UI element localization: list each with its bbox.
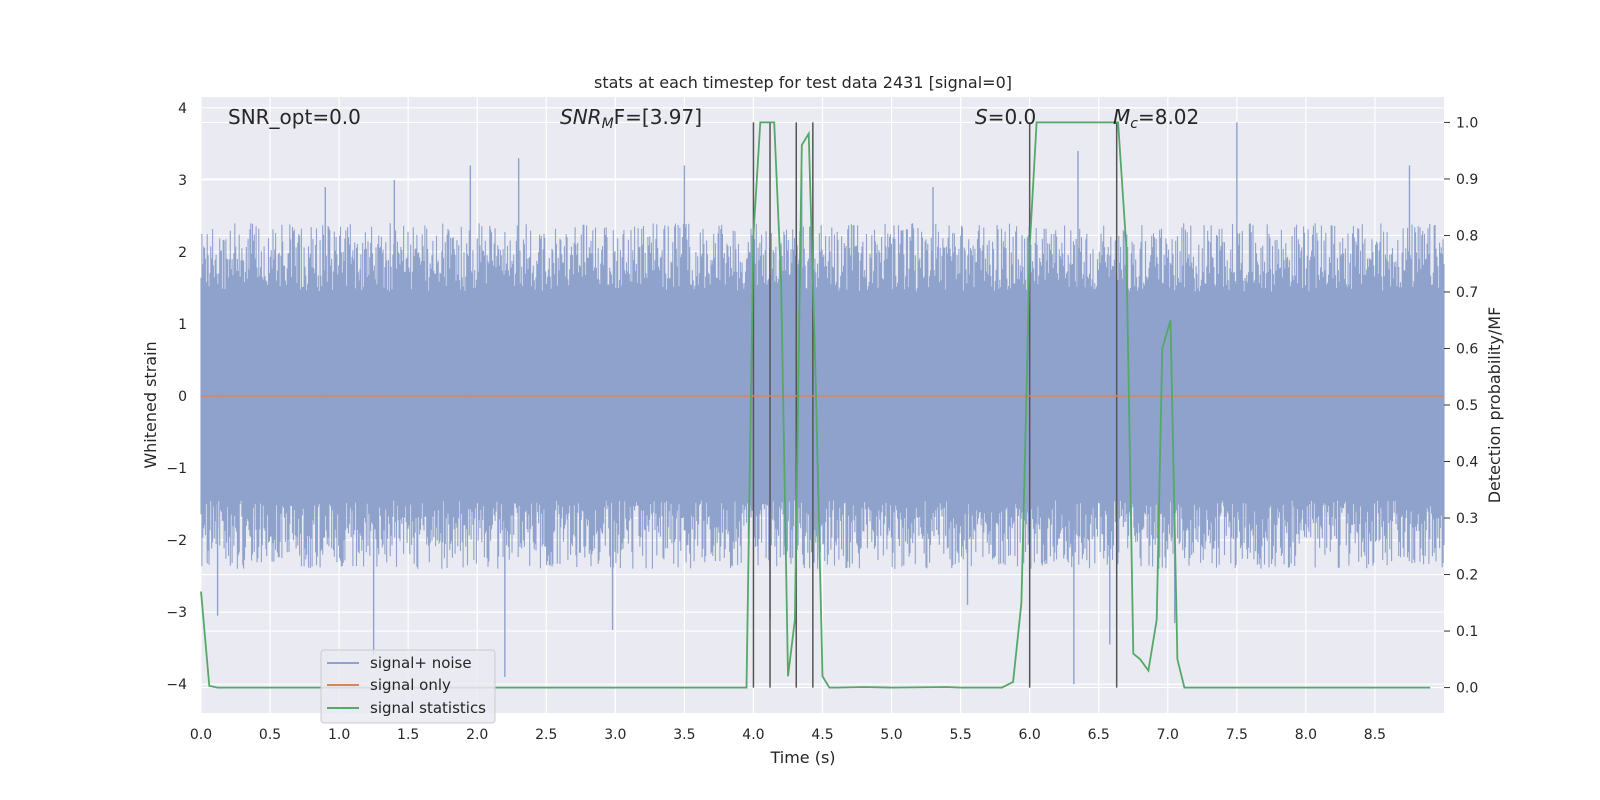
x-tick-label: 6.0 <box>1019 727 1041 743</box>
annotations: SNR_opt=0.0 SNRMF=[3.97] S=0.0 Mc=8.02 <box>228 105 1199 132</box>
x-tick-label: 4.0 <box>742 727 764 743</box>
y2-tick-label: 0.9 <box>1456 172 1478 188</box>
x-tick-label: 6.5 <box>1088 727 1110 743</box>
vertical-markers <box>752 122 1118 688</box>
y-tick-label: −3 <box>166 605 187 621</box>
y2-tick-label: 0.1 <box>1456 624 1478 640</box>
y2-tick-label: 0.6 <box>1456 341 1478 357</box>
x-tick-label: 3.5 <box>673 727 695 743</box>
x-tick-label: 5.0 <box>880 727 902 743</box>
y2-tick-label: 0.3 <box>1456 511 1478 527</box>
chart-title: stats at each timestep for test data 243… <box>594 73 1012 92</box>
y2-tick-label: 0.0 <box>1456 681 1478 697</box>
x-axis-label: Time (s) <box>769 748 835 767</box>
x-axis-ticks: 0.0 0.5 1.0 1.5 2.0 2.5 3.0 3.5 4.0 4.5 5.0 5.5 6.0 6… <box>190 727 1386 743</box>
x-tick-label: 0.0 <box>190 727 212 743</box>
series-signal-statistics <box>200 121 1431 689</box>
y2-tick-label: 0.8 <box>1456 228 1478 244</box>
y2-tick-label: 0.4 <box>1456 455 1478 471</box>
annotation-s: S=0.0 <box>975 105 1036 129</box>
y2-axis-label: Detection probability/MF <box>1485 307 1504 504</box>
y-tick-label: 0 <box>178 389 187 405</box>
y2-axis-ticks: 0.0 0.1 0.2 0.3 0.4 0.5 0.6 0.7 0.8 0.9 1.0 <box>1444 115 1478 697</box>
x-tick-label: 1.5 <box>397 727 419 743</box>
signal-statistics-line <box>200 121 1431 689</box>
y-axis-ticks: −4 −3 −2 −1 0 1 2 3 4 <box>166 101 187 693</box>
y-tick-label: −4 <box>166 677 187 693</box>
annotation-snr-opt: SNR_opt=0.0 <box>228 105 361 129</box>
x-tick-label: 4.5 <box>811 727 833 743</box>
y2-tick-label: 0.2 <box>1456 568 1478 584</box>
x-tick-label: 3.0 <box>604 727 626 743</box>
y2-tick-label: 1.0 <box>1456 115 1478 131</box>
x-tick-label: 0.5 <box>259 727 281 743</box>
y-tick-label: 4 <box>178 101 187 117</box>
annotation-snr-mf: SNRMF=[3.97] <box>560 105 702 132</box>
y-tick-label: −2 <box>166 533 187 549</box>
legend: signal+ noise signal only signal statist… <box>320 649 496 724</box>
y2-tick-label: 0.5 <box>1456 398 1478 414</box>
x-tick-label: 2.0 <box>466 727 488 743</box>
x-tick-label: 7.5 <box>1226 727 1248 743</box>
y-tick-label: 3 <box>178 173 187 189</box>
x-tick-label: 5.5 <box>949 727 971 743</box>
y-tick-label: 1 <box>178 317 187 333</box>
annotation-mc: Mc=8.02 <box>1113 105 1199 132</box>
x-tick-label: 8.0 <box>1295 727 1317 743</box>
legend-box <box>320 649 496 724</box>
x-tick-label: 8.5 <box>1364 727 1386 743</box>
y-tick-label: −1 <box>166 461 187 477</box>
legend-label-signal-only: signal only <box>370 676 451 694</box>
legend-label-signal-statistics: signal statistics <box>370 699 486 717</box>
legend-label-signal-noise: signal+ noise <box>370 654 472 672</box>
y-tick-label: 2 <box>178 245 187 261</box>
x-tick-label: 7.0 <box>1157 727 1179 743</box>
y2-tick-label: 0.7 <box>1456 285 1478 301</box>
y-axis-label: Whitened strain <box>141 341 160 468</box>
x-tick-label: 1.0 <box>328 727 350 743</box>
x-tick-label: 2.5 <box>535 727 557 743</box>
